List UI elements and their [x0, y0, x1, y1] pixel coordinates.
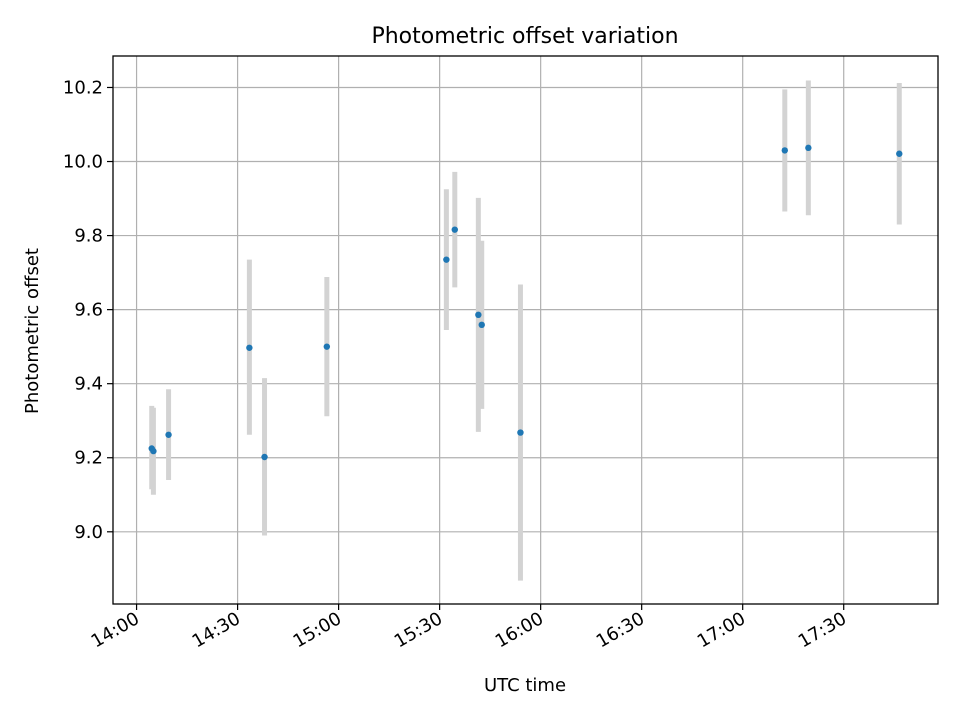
data-point [478, 321, 485, 329]
data-point [261, 453, 268, 461]
plot-frame [112, 55, 939, 605]
data-point [805, 144, 812, 152]
x-axis-ticks: 14:00 14:30 15:00 15:30 16:00 16:30 17:00 17:30 [88, 604, 850, 652]
y-tick-label: 10.2 [63, 77, 103, 98]
error-bars [149, 80, 902, 581]
x-tick-label: 17:00 [694, 608, 749, 652]
x-tick-label: 17:30 [795, 608, 850, 652]
x-tick-label: 14:00 [88, 608, 143, 652]
data-point [246, 344, 253, 351]
data-point [475, 311, 482, 319]
grid-lines [113, 56, 938, 604]
data-point [323, 343, 331, 350]
x-tick-label: 15:00 [290, 608, 345, 652]
x-tick-label: 16:00 [492, 608, 547, 652]
data-point [150, 447, 157, 455]
y-tick-label: 9.4 [74, 374, 103, 395]
y-tick-label: 10.0 [63, 152, 103, 173]
data-points [148, 144, 903, 461]
data-point [781, 147, 788, 154]
y-axis-label: Photometric offset [22, 248, 43, 414]
chart-title: Photometric offset variation [371, 24, 678, 49]
y-tick-label: 9.2 [74, 448, 103, 469]
y-tick-label: 9.6 [74, 300, 103, 321]
y-tick-label: 9.0 [74, 522, 103, 543]
data-point [517, 429, 524, 436]
data-point [165, 431, 172, 438]
data-point [451, 226, 458, 233]
y-axis-ticks: 9.0 9.2 9.4 9.6 9.8 10.0 10.2 [63, 77, 113, 543]
x-axis-label: UTC time [484, 675, 566, 696]
x-tick-label: 15:30 [391, 608, 446, 652]
x-tick-label: 16:30 [593, 608, 648, 652]
data-point [896, 150, 903, 157]
y-tick-label: 9.8 [74, 226, 103, 247]
data-point [443, 256, 450, 263]
x-tick-label: 14:30 [189, 608, 244, 652]
